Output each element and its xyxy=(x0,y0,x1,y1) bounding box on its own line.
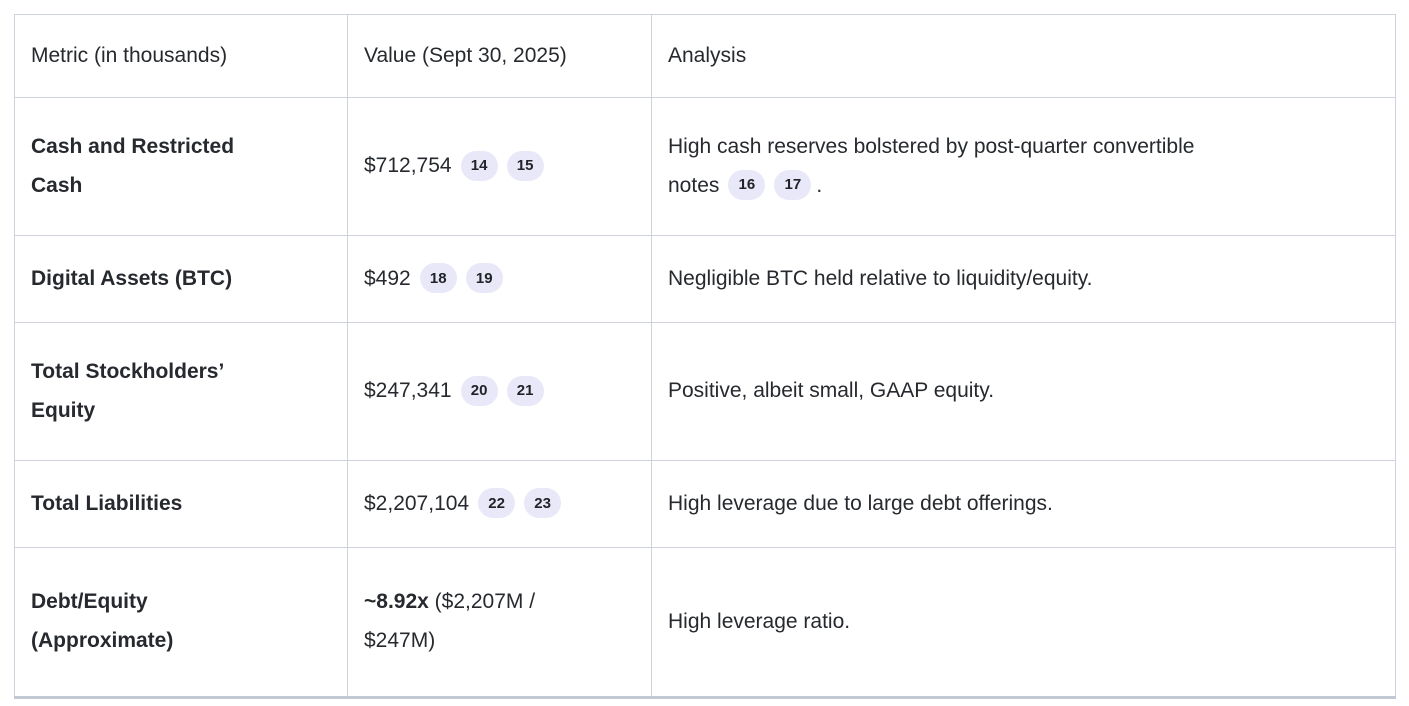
analysis-cell: High cash reserves bolstered by post-qua… xyxy=(651,97,1396,236)
analysis-period: . xyxy=(816,173,823,197)
table-row-stockholders-equity: Total Stockholders’ Equity $247,341 20 21 … xyxy=(14,322,1396,461)
citation-badge[interactable]: 18 xyxy=(419,263,457,294)
value-text: $712,754 xyxy=(364,154,452,178)
header-row: Metric (in thousands) Value (Sept 30, 20… xyxy=(14,14,1396,98)
value-text: $492 xyxy=(364,266,411,290)
citation-badge[interactable]: 17 xyxy=(774,169,812,200)
table-row-cash: Cash and Restricted Cash $712,754 14 15 Hi… xyxy=(14,97,1396,236)
citation-badge[interactable]: 15 xyxy=(506,150,544,181)
value-detail: ($2,207M / $247M) xyxy=(364,590,536,652)
table-row-digital-assets: Digital Assets (BTC) $492 18 19 Negligible… xyxy=(14,235,1396,323)
analysis-cell: Positive, albeit small, GAAP equity. xyxy=(651,322,1396,461)
value-cell: $2,207,104 22 23 xyxy=(347,460,652,548)
metric-label: Total Stockholders’ Equity xyxy=(31,359,224,422)
metric-cell: Total Liabilities xyxy=(14,460,348,548)
value-cell: $247,341 20 21 xyxy=(347,322,652,461)
column-header-value: Value (Sept 30, 2025) xyxy=(347,14,652,98)
metric-cell: Digital Assets (BTC) xyxy=(14,235,348,323)
citation-badge[interactable]: 19 xyxy=(465,263,503,294)
analysis-cell: High leverage ratio. xyxy=(651,547,1396,698)
metric-cell: Debt/Equity (Approximate) xyxy=(14,547,348,698)
metric-label: Total Liabilities xyxy=(31,491,183,515)
citation-badge[interactable]: 21 xyxy=(506,375,544,406)
citation-badge[interactable]: 23 xyxy=(524,488,562,519)
metric-label: Debt/Equity (Approximate) xyxy=(31,590,174,652)
citation-badge[interactable]: 20 xyxy=(460,375,498,406)
financial-metrics-table: Metric (in thousands) Value (Sept 30, 20… xyxy=(14,14,1396,699)
analysis-cell: Negligible BTC held relative to liquidit… xyxy=(651,235,1396,323)
analysis-cell: High leverage due to large debt offering… xyxy=(651,460,1396,548)
value-text: $2,207,104 xyxy=(364,491,470,515)
metric-label: Digital Assets (BTC) xyxy=(31,266,233,290)
value-cell: $492 18 19 xyxy=(347,235,652,323)
table-row-debt-equity: Debt/Equity (Approximate) ~8.92x ($2,207… xyxy=(14,547,1396,698)
analysis-text: Negligible BTC held relative to liquidit… xyxy=(668,266,1093,290)
metric-cell: Total Stockholders’ Equity xyxy=(14,322,348,461)
metric-cell: Cash and Restricted Cash xyxy=(14,97,348,236)
value-ratio: ~8.92x xyxy=(364,590,429,614)
value-cell: $712,754 14 15 xyxy=(347,97,652,236)
citation-badge[interactable]: 16 xyxy=(728,169,766,200)
table-row-total-liabilities: Total Liabilities $2,207,104 22 23 High le… xyxy=(14,460,1396,548)
analysis-text: Positive, albeit small, GAAP equity. xyxy=(668,379,995,403)
value-cell: ~8.92x ($2,207M / $247M) xyxy=(347,547,652,698)
metric-label: Cash and Restricted Cash xyxy=(31,134,235,197)
column-header-analysis: Analysis xyxy=(651,14,1396,98)
citation-badge[interactable]: 22 xyxy=(478,488,516,519)
analysis-text: High cash reserves bolstered by post-qua… xyxy=(668,134,1195,197)
analysis-text: High leverage due to large debt offering… xyxy=(668,491,1053,515)
citation-badge[interactable]: 14 xyxy=(460,150,498,181)
column-header-metric: Metric (in thousands) xyxy=(14,14,348,98)
value-text: ~8.92x ($2,207M / $247M) xyxy=(364,583,574,661)
analysis-text: High leverage ratio. xyxy=(668,609,851,633)
value-text: $247,341 xyxy=(364,379,452,403)
